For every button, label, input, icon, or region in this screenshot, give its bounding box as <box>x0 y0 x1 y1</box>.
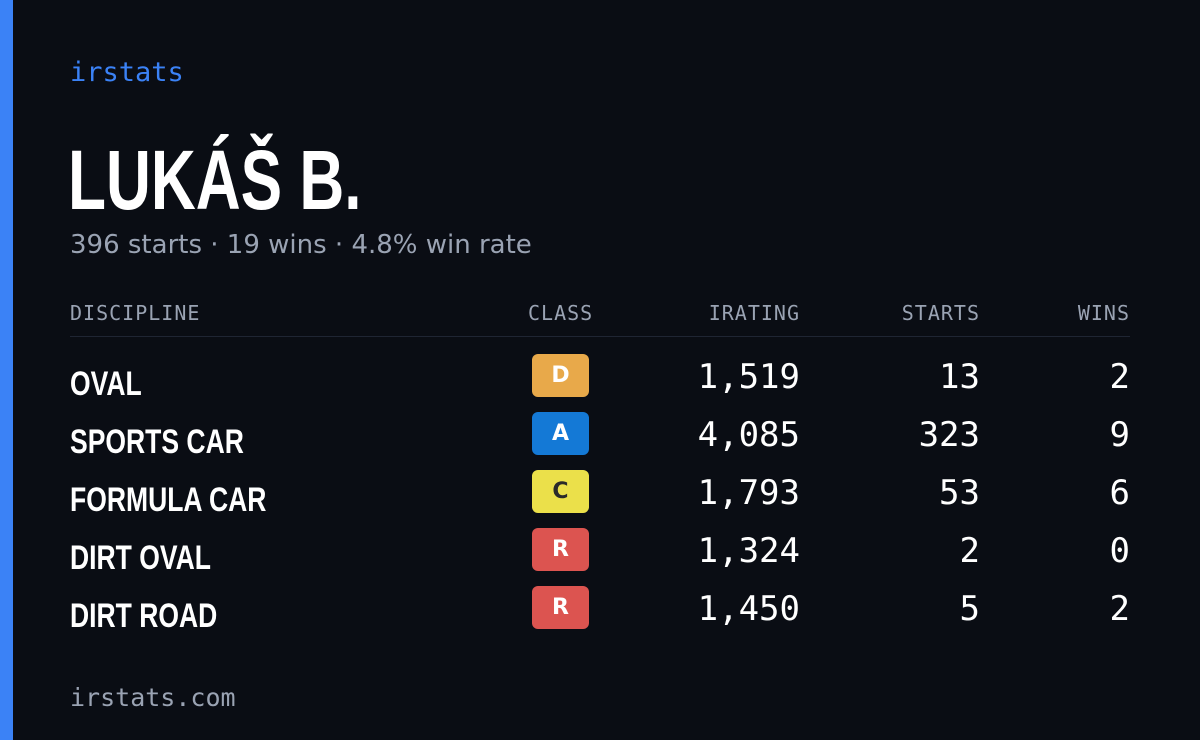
wins-value: 6 <box>1109 473 1130 513</box>
stats-table: DISCIPLINE CLASS IRATING STARTS WINS OVA… <box>70 296 1130 635</box>
table-row: DIRT OVAL R 1,324 2 0 <box>70 528 1130 586</box>
header-irating: IRATING <box>708 301 800 325</box>
player-name: LUKÁŠ B. <box>68 133 362 227</box>
header-discipline: DISCIPLINE <box>70 301 201 325</box>
header-starts: STARTS <box>901 301 980 325</box>
wins-value: 9 <box>1109 415 1130 455</box>
starts-value: 53 <box>939 473 980 513</box>
irating-value: 1,519 <box>697 357 800 397</box>
starts-value: 13 <box>939 357 980 397</box>
class-badge: R <box>532 586 589 629</box>
footer-site-link[interactable]: irstats.com <box>70 683 236 712</box>
table-row: FORMULA CAR C 1,793 53 6 <box>70 470 1130 528</box>
discipline-name: DIRT OVAL <box>70 539 211 577</box>
starts-value: 5 <box>959 589 980 629</box>
starts-value: 323 <box>918 415 980 455</box>
wins-value: 2 <box>1109 357 1130 397</box>
wins-value: 2 <box>1109 589 1130 629</box>
discipline-name: DIRT ROAD <box>70 597 218 635</box>
header-class: CLASS <box>528 301 594 325</box>
table-header: DISCIPLINE CLASS IRATING STARTS WINS <box>70 296 1130 337</box>
starts-value: 2 <box>959 531 980 571</box>
table-row: SPORTS CAR A 4,085 323 9 <box>70 412 1130 470</box>
class-badge: A <box>532 412 589 455</box>
class-badge: D <box>532 354 589 397</box>
irating-value: 1,324 <box>697 531 800 571</box>
player-summary: 396 starts · 19 wins · 4.8% win rate <box>70 230 532 260</box>
table-row: OVAL D 1,519 13 2 <box>70 354 1130 412</box>
irating-value: 1,793 <box>697 473 800 513</box>
brand-logo-text: irstats <box>70 57 184 88</box>
table-row: DIRT ROAD R 1,450 5 2 <box>70 586 1130 644</box>
accent-bar <box>0 0 13 740</box>
discipline-name: OVAL <box>70 365 142 403</box>
class-badge: R <box>532 528 589 571</box>
header-wins: WINS <box>1077 301 1130 325</box>
wins-value: 0 <box>1109 531 1130 571</box>
discipline-name: FORMULA CAR <box>70 481 267 519</box>
table-body: OVAL D 1,519 13 2 SPORTS CAR A 4,085 323… <box>70 354 1130 644</box>
discipline-name: SPORTS CAR <box>70 423 244 461</box>
irating-value: 1,450 <box>697 589 800 629</box>
irating-value: 4,085 <box>697 415 800 455</box>
class-badge: C <box>532 470 589 513</box>
